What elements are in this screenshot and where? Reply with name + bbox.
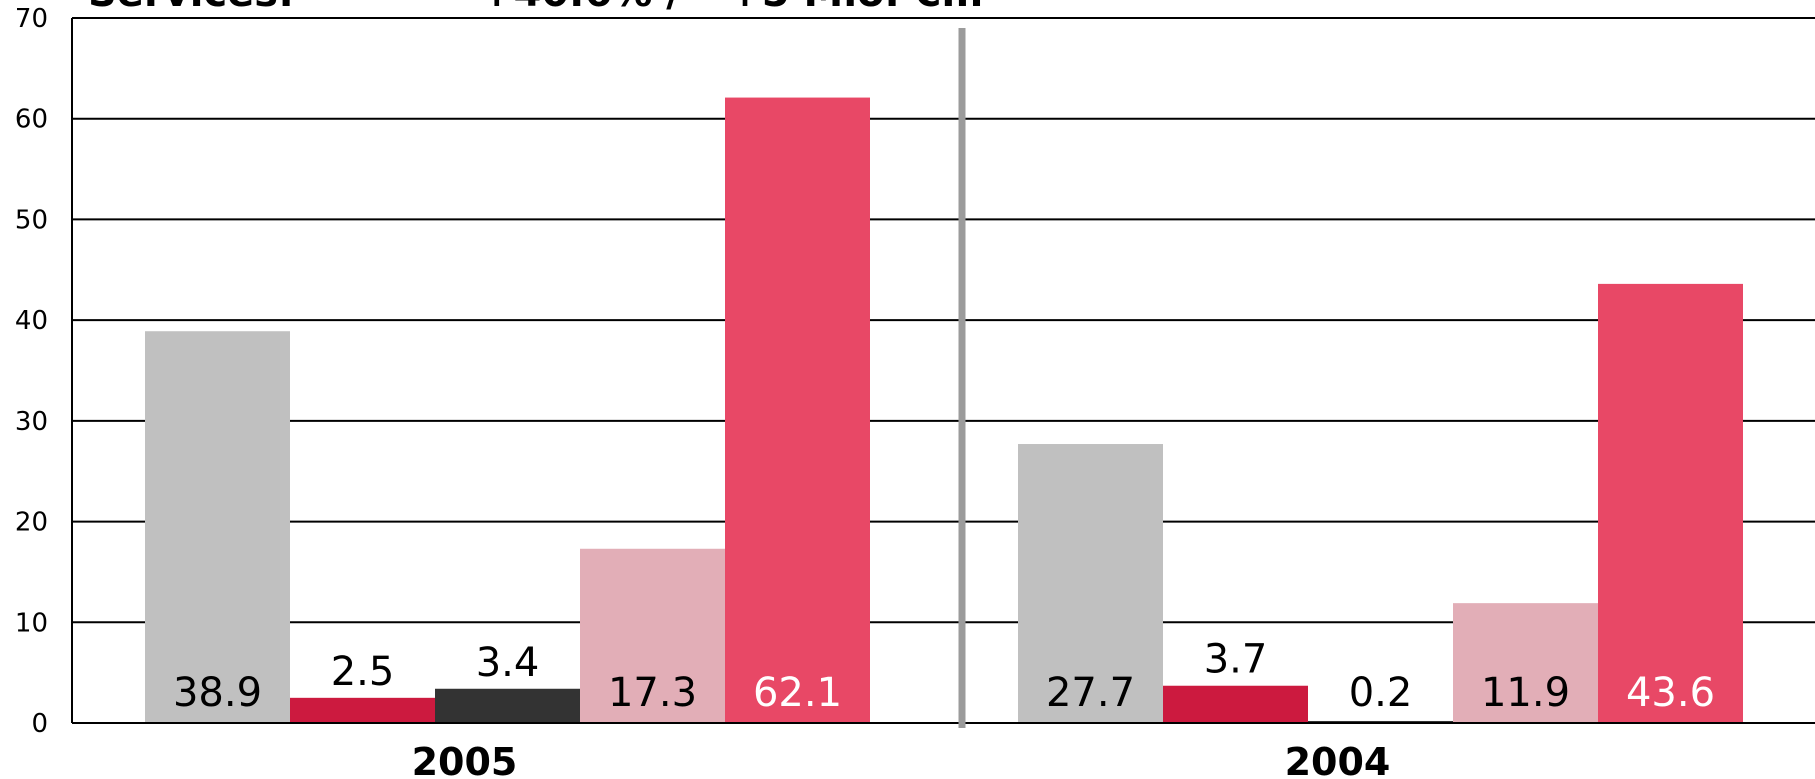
header-value: +40.6% / ~+5 Mio. €m	[480, 0, 983, 16]
bar-2004-series-4	[1453, 603, 1598, 723]
y-tick-label: 70	[15, 4, 48, 34]
bar-2005-series-5	[725, 97, 870, 724]
bar-2004-series-2	[1163, 685, 1308, 723]
bar-2005-series-1	[145, 331, 290, 723]
data-label-2004-series-2: 3.7	[1204, 637, 1268, 683]
bar-2004-series-1	[1018, 444, 1163, 723]
data-label-2005-series-5: 62.1	[753, 670, 842, 716]
y-tick-label: 60	[15, 105, 48, 135]
header-label: Services:	[88, 0, 294, 16]
y-tick-label: 20	[15, 508, 48, 538]
data-label-2004-series-3: 0.2	[1349, 670, 1413, 716]
data-label-2005-series-4: 17.3	[608, 670, 697, 716]
data-label-2004-series-5: 43.6	[1626, 670, 1715, 716]
data-label-2005-series-3: 3.4	[476, 640, 540, 686]
category-labels: 2005 2004	[412, 740, 1391, 779]
bar-2005-series-4	[580, 548, 725, 723]
y-tick-label: 10	[15, 608, 48, 638]
data-label-2005-series-2: 2.5	[331, 649, 395, 695]
category-label-2004: 2004	[1285, 740, 1391, 779]
data-label-2004-series-4: 11.9	[1481, 670, 1570, 716]
y-tick-label: 50	[15, 205, 48, 235]
data-label-2005-series-1: 38.9	[173, 670, 262, 716]
y-tick-label: 30	[15, 407, 48, 437]
bar-2004-series-5	[1598, 283, 1743, 723]
bar-2005-series-2	[290, 697, 435, 723]
bar-2004-series-3	[1308, 720, 1453, 723]
gridlines	[72, 17, 1815, 624]
bar-2005-series-3	[435, 688, 580, 723]
category-label-2005: 2005	[412, 740, 518, 779]
data-labels: 38.9 2.5 3.4 17.3 62.1 27.7 3.7 0.2 11.9 43.6	[173, 637, 1715, 716]
data-label-2004-series-1: 27.7	[1046, 670, 1135, 716]
y-tick-label: 0	[31, 709, 48, 739]
y-tick-label: 40	[15, 306, 48, 336]
bars	[145, 97, 1743, 724]
y-axis-ticks: 0 10 20 30 40 50 60 70	[15, 4, 48, 739]
